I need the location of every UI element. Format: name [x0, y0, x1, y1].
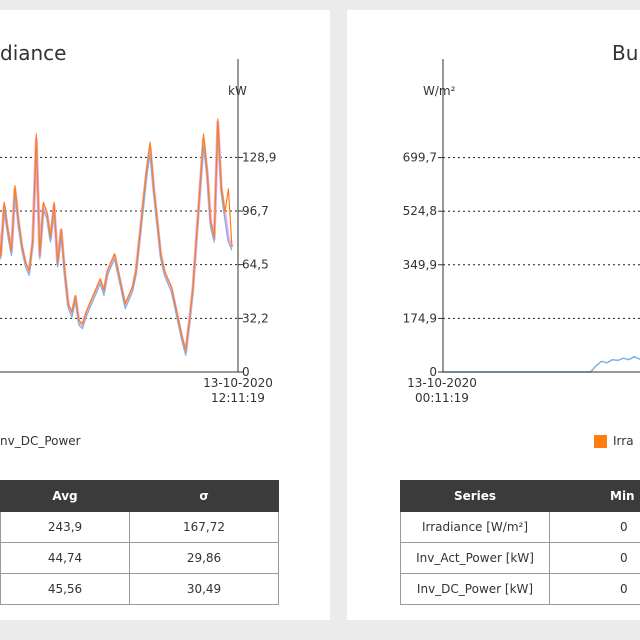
right-y-tick-label: 0 [429, 365, 437, 379]
right-x-start-date: 13-10-2020 [407, 376, 477, 390]
table-cell: 243,9 [0, 511, 130, 543]
right-series-line-0 [443, 355, 640, 373]
table-cell: 0 [549, 542, 640, 574]
right-table-header-row: Series Min [400, 480, 640, 512]
left-chart-svg: kW 128,9 96,7 64,5 32,2 0 13-10-2020 12:11:1… [0, 59, 276, 405]
left-table-header-sigma: σ [129, 480, 279, 512]
right-chart-panel: Bu W/m² 699,7 524,8 349,9 174,9 0 13-10-2020… [347, 10, 640, 620]
left-x-end-date: 13-10-2020 [203, 376, 273, 390]
table-cell: 0 [549, 573, 640, 605]
table-cell: 29,86 [129, 542, 279, 574]
left-chart-title: diance [0, 41, 67, 65]
irradiance-legend-swatch [594, 434, 607, 448]
right-chart-svg: W/m² 699,7 524,8 349,9 174,9 0 13-10-2020 00… [403, 59, 640, 405]
left-legend-label: nv_DC_Power [0, 434, 81, 448]
table-cell: Inv_Act_Power [kW] [400, 542, 550, 574]
left-y-unit: kW [228, 84, 247, 98]
right-y-unit: W/m² [423, 84, 456, 98]
right-legend-item[interactable]: Irra [594, 434, 634, 448]
table-row: Irradiance [W/m²] 0 [400, 511, 640, 543]
table-cell: 167,72 [129, 511, 279, 543]
right-stats-table: Series Min Irradiance [W/m²] 0 Inv_Act_P… [400, 480, 640, 605]
left-y-tick-label: 96,7 [242, 204, 269, 218]
left-y-tick-label: 0 [242, 365, 250, 379]
left-chart-panel: diance kW 128,9 96,7 64,5 32,2 0 13-10-2020 … [0, 10, 330, 620]
table-cell: Inv_DC_Power [kW] [400, 573, 550, 605]
left-stats-table: Avg σ 243,9 167,72 44,74 29,86 45,56 30,… [0, 480, 279, 605]
right-chart-title: Bu [612, 41, 639, 65]
right-y-tick-label: 349,9 [403, 258, 437, 272]
right-x-start-time: 00:11:19 [415, 391, 469, 405]
table-cell: 44,74 [0, 542, 130, 574]
left-y-tick-label: 32,2 [242, 311, 269, 325]
right-legend-label: Irra [613, 434, 634, 448]
left-x-end-time: 12:11:19 [211, 391, 265, 405]
table-row: 243,9 167,72 [0, 511, 279, 543]
table-cell: 0 [549, 511, 640, 543]
table-cell: Irradiance [W/m²] [400, 511, 550, 543]
left-series-line-2 [0, 118, 233, 351]
left-table-header-avg: Avg [0, 480, 130, 512]
right-y-tick-label: 524,8 [403, 204, 437, 218]
table-row: Inv_Act_Power [kW] 0 [400, 542, 640, 574]
table-row: Inv_DC_Power [kW] 0 [400, 573, 640, 605]
table-row: 45,56 30,49 [0, 573, 279, 605]
right-table-header-min: Min [549, 480, 640, 512]
table-cell: 30,49 [129, 573, 279, 605]
left-y-tick-label: 64,5 [242, 258, 269, 272]
left-legend-item[interactable]: nv_DC_Power [0, 434, 81, 448]
left-y-tick-label: 128,9 [242, 150, 276, 164]
right-table-header-series: Series [400, 480, 550, 512]
table-row: 44,74 29,86 [0, 542, 279, 574]
left-table-header-row: Avg σ [0, 480, 279, 512]
table-cell: 45,56 [0, 573, 130, 605]
right-y-tick-label: 174,9 [403, 311, 437, 325]
right-y-tick-label: 699,7 [403, 151, 437, 165]
